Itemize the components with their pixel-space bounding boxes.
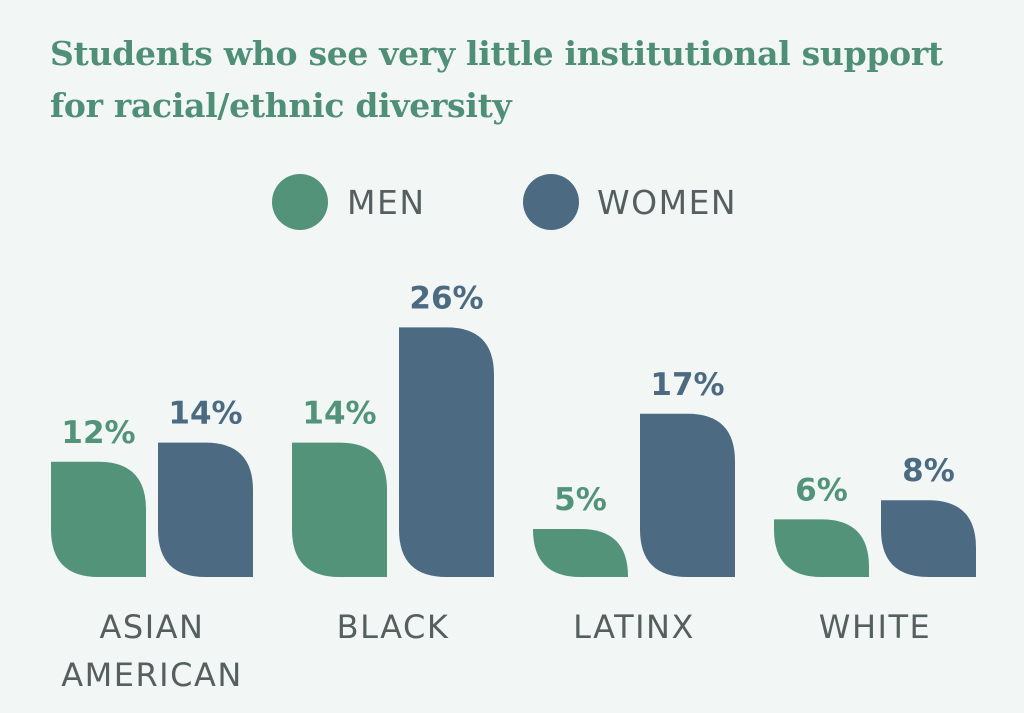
bar-men-latinx	[533, 529, 628, 577]
legend: MEN WOMEN	[272, 174, 737, 230]
value-label-women-asian-american: 14%	[168, 396, 242, 432]
bar-women-asian-american	[158, 442, 253, 577]
legend-label-men: MEN	[347, 183, 426, 222]
category-labels: ASIAN AMERICAN BLACK LATINX WHITE	[61, 608, 931, 694]
value-labels: 12% 14% 14% 26% 5% 17% 6% 8%	[61, 280, 954, 518]
value-label-men-white: 6%	[795, 472, 848, 508]
bar-women-latinx	[640, 413, 735, 577]
category-label-asian-american-line-2: AMERICAN	[61, 656, 243, 694]
bar-women-black	[399, 327, 494, 577]
bar-men-asian-american	[51, 461, 146, 577]
value-label-women-latinx: 17%	[650, 367, 724, 403]
category-label-white: WHITE	[819, 608, 931, 646]
bar-women-white	[881, 500, 976, 577]
chart-title: Students who see very little institution…	[50, 28, 990, 132]
bar-marks	[51, 327, 976, 577]
legend-item-men: MEN	[272, 174, 426, 230]
chart-title-line-1: Students who see very little institution…	[50, 34, 943, 73]
value-label-men-asian-american: 12%	[61, 415, 135, 451]
category-label-latinx: LATINX	[573, 608, 695, 646]
legend-swatch-women	[523, 174, 579, 230]
category-label-asian-american-line-1: ASIAN	[100, 608, 205, 646]
value-label-women-black: 26%	[409, 280, 483, 316]
value-label-women-white: 8%	[902, 453, 955, 489]
bar-men-white	[774, 519, 869, 577]
category-label-black: BLACK	[337, 608, 450, 646]
value-label-men-latinx: 5%	[554, 482, 607, 518]
legend-item-women: WOMEN	[523, 174, 737, 230]
bar-men-black	[292, 442, 387, 577]
legend-swatch-men	[272, 174, 328, 230]
chart-title-line-2: for racial/ethnic diversity	[50, 86, 512, 125]
legend-label-women: WOMEN	[597, 183, 737, 222]
value-label-men-black: 14%	[302, 396, 376, 432]
